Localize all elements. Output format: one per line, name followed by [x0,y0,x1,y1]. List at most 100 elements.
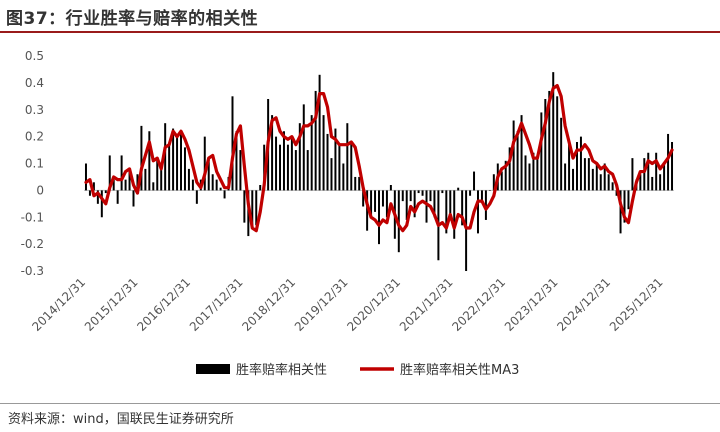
bar-136 [623,190,626,223]
x-tick-label: 2022/12/31 [449,275,508,334]
bar-43 [255,190,258,226]
bar-127 [587,158,590,191]
bar-111 [524,155,527,191]
bar-16 [148,131,151,191]
bar-61 [326,133,329,191]
bar-148 [671,142,674,191]
bar-26 [187,168,190,191]
bar-119 [556,96,559,191]
bar-2 [92,182,95,191]
bar-9 [120,155,123,191]
y-tick-label: 0.2 [25,130,44,144]
bar-95 [461,190,464,226]
footer-rule [0,403,720,404]
bar-14 [140,125,143,191]
bar-76 [385,190,388,218]
bar-91 [445,190,448,234]
bar-98 [473,171,476,191]
y-tick-label: 0.4 [25,76,44,90]
bar-75 [381,190,384,207]
bar-65 [342,163,345,191]
bar-138 [631,158,634,191]
bar-59 [318,74,321,191]
x-tick-label: 2023/12/31 [502,275,561,334]
legend-bar-swatch [196,364,230,374]
bar-82 [409,190,412,202]
bar-21 [168,144,171,191]
bar-124 [576,142,578,191]
bar-51 [286,144,289,191]
x-tick-label: 2020/12/31 [344,275,403,334]
legend-bar-label: 胜率赔率相关性 [236,362,327,378]
bar-30 [203,136,206,191]
bar-102 [488,190,491,191]
bar-140 [639,174,642,191]
figure-title: 图37：行业胜率与赔率的相关性 [6,9,259,29]
bar-126 [583,158,586,191]
bar-8 [116,190,119,204]
bar-18 [156,158,159,191]
x-tick-label: 2014/12/31 [29,275,88,334]
bar-53 [294,150,297,191]
x-tick-label: 2025/12/31 [607,275,666,334]
y-tick-label: 0.1 [25,157,44,171]
bar-144 [655,152,658,191]
bar-28 [195,190,198,204]
bar-110 [520,115,523,191]
bar-121 [564,163,567,191]
bar-141 [643,158,646,191]
bar-10 [124,179,127,191]
bar-31 [207,158,210,191]
bar-20 [164,123,167,191]
y-tick-label: 0.5 [25,49,44,63]
bar-74 [378,190,380,245]
bar-63 [334,128,337,191]
bar-60 [322,115,325,191]
bar-145 [659,174,662,191]
bar-113 [532,152,535,191]
bar-143 [651,176,654,191]
bar-92 [449,190,452,215]
bar-52 [290,136,293,191]
bar-114 [536,155,539,191]
bar-25 [183,147,186,191]
bar-85 [421,190,424,196]
bar-47 [271,115,274,191]
bar-12 [132,190,135,207]
bar-68 [354,176,357,191]
bar-115 [540,112,543,191]
bar-103 [492,174,495,191]
bar-129 [595,163,598,191]
bar-100 [480,190,483,202]
bar-105 [500,171,503,191]
bar-0 [84,163,87,191]
bar-125 [579,136,582,191]
bar-33 [215,179,218,191]
bar-90 [441,190,444,194]
bar-38 [235,131,238,191]
bar-71 [366,190,369,231]
bar-86 [425,190,428,223]
bar-58 [314,90,317,191]
bar-42 [251,190,254,229]
bar-109 [516,131,519,191]
bar-39 [239,150,242,191]
bar-37 [231,96,234,191]
bar-1 [88,190,91,196]
bar-87 [429,190,432,202]
bar-77 [389,185,392,191]
bar-134 [615,190,618,196]
bar-64 [338,144,341,191]
bar-147 [667,133,670,191]
correlation-chart: 0.50.40.30.20.10-0.1-0.2-0.32014/12/3120… [21,49,674,378]
y-tick-label: 0 [36,183,44,197]
bar-56 [306,150,309,191]
bar-35 [223,190,226,199]
bar-101 [484,190,487,220]
y-tick-label: -0.2 [21,237,44,251]
bar-122 [568,142,571,191]
x-tick-label: 2015/12/31 [82,275,141,334]
bar-106 [504,160,507,191]
bar-17 [152,182,155,191]
